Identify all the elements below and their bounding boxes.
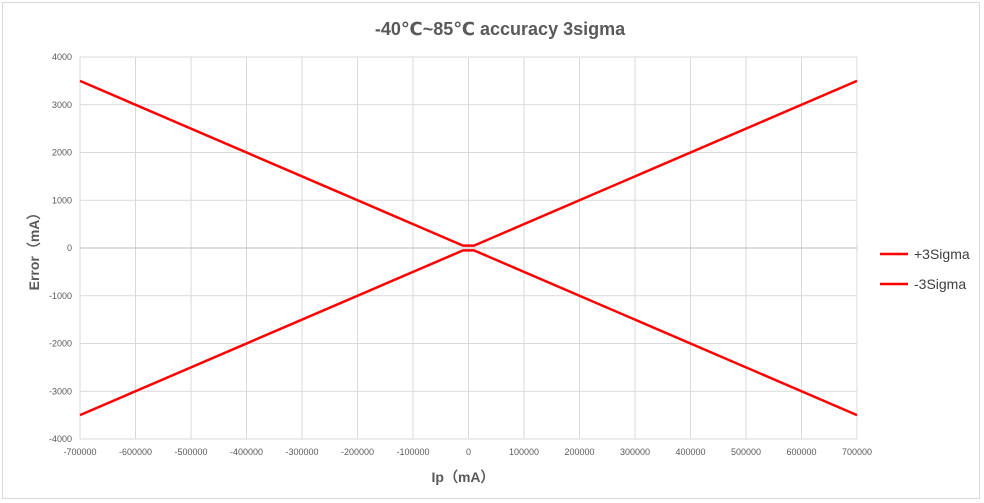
x-tick-label: 700000	[842, 447, 872, 457]
y-axis-ticks: 4000 3000 2000 1000 0 -1000 -2000 -3000 -4000	[49, 52, 72, 444]
y-tick-label: 4000	[52, 52, 72, 62]
x-tick-label: 0	[466, 447, 471, 457]
x-tick-label: -700000	[63, 447, 96, 457]
x-tick-label: -600000	[119, 447, 152, 457]
y-tick-label: -2000	[49, 339, 72, 349]
y-tick-label: -3000	[49, 386, 72, 396]
x-tick-label: 400000	[675, 447, 705, 457]
legend-label: +3Sigma	[914, 246, 970, 262]
y-axis-title: Error（mA）	[26, 206, 42, 291]
y-tick-label: 0	[67, 243, 72, 253]
x-tick-label: 500000	[731, 447, 761, 457]
x-tick-label: 100000	[509, 447, 539, 457]
legend-label: -3Sigma	[914, 276, 966, 292]
y-tick-label: 3000	[52, 100, 72, 110]
x-tick-label: -300000	[285, 447, 318, 457]
x-tick-label: 300000	[620, 447, 650, 457]
x-tick-label: 600000	[786, 447, 816, 457]
gridlines	[79, 56, 858, 440]
x-tick-label: -100000	[396, 447, 429, 457]
x-tick-label: -400000	[230, 447, 263, 457]
x-tick-label: -500000	[174, 447, 207, 457]
legend: +3Sigma -3Sigma	[880, 246, 970, 292]
series-line-minus-3sigma	[79, 249, 858, 417]
chart-title: -40℃~85℃ accuracy 3sigma	[375, 19, 626, 39]
y-tick-label: -1000	[49, 291, 72, 301]
y-tick-label: -4000	[49, 434, 72, 444]
x-tick-label: 200000	[564, 447, 594, 457]
x-tick-label: -200000	[341, 447, 374, 457]
series-lines	[79, 79, 858, 417]
y-tick-label: 2000	[52, 148, 72, 158]
series-line-plus-3sigma	[79, 79, 858, 247]
x-axis-title: Ip（mA）	[432, 469, 495, 485]
y-tick-label: 1000	[52, 195, 72, 205]
x-axis-ticks: -700000 -600000 -500000 -400000 -300000 -2000…	[63, 447, 872, 457]
